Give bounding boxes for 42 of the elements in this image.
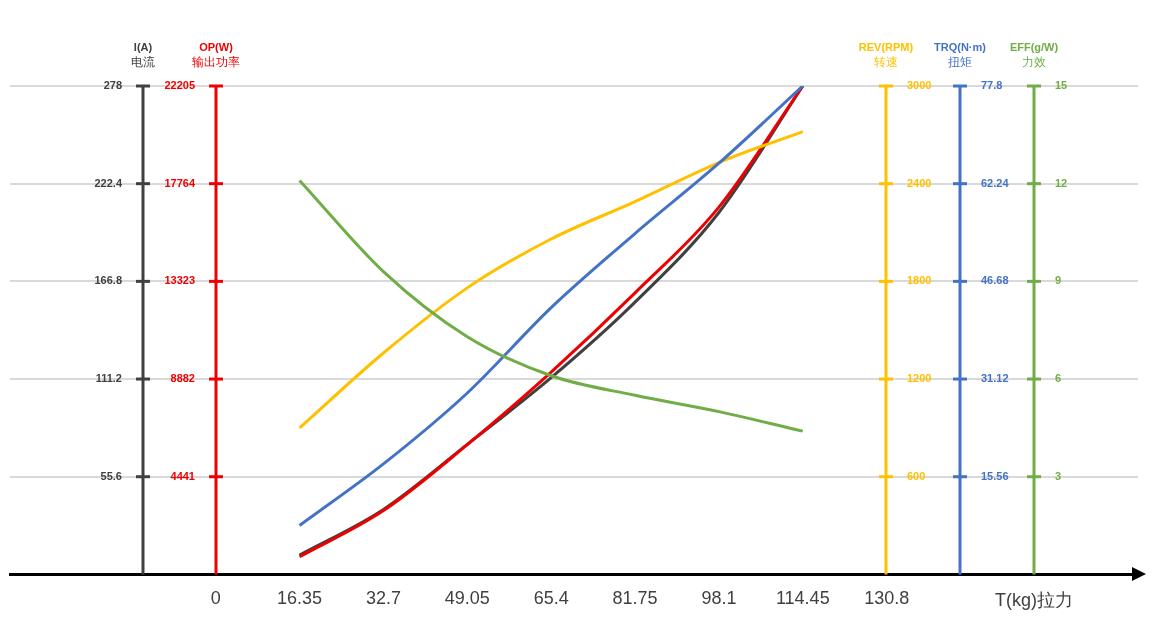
y-axis-title: I(A) 电流 [131,41,155,70]
y2-tick-label: 22205 [164,79,195,92]
line-series [298,130,805,430]
y-tick-label: 15.56 [981,469,1009,482]
y2-tick-label: 8882 [170,372,195,385]
x-tick-label: 0 [210,588,221,609]
y2-tick-label: 9 [1055,274,1062,287]
y3-tick-label: 1200 [907,372,932,385]
y-tick-label: 166.8 [94,274,122,287]
y-tick-label: 46.68 [981,274,1009,287]
y3-axis-title: REV(RPM) 转速 [858,41,914,70]
y3-tick-label: 600 [907,469,926,482]
y2-tick-label: 17764 [164,176,196,189]
x-tick-label: 114.45 [775,588,830,609]
y2-tick-label: 6 [1055,372,1062,385]
y-tick-label: 77.8 [981,79,1003,92]
y3-tick-label: 1800 [907,274,932,287]
x-tick-label: 81.75 [612,588,658,609]
y2-tick-label: 15 [1055,79,1068,92]
y-tick-label: 62.24 [981,176,1010,189]
y2-tick-label: 13323 [164,274,195,287]
y2-tick-label: 12 [1055,176,1068,189]
x-axis-title: T(kg)拉力 [995,590,1073,611]
x-tick-label: 16.35 [277,588,323,609]
y-tick-label: 31.12 [981,372,1009,385]
y2-tick-label: 3 [1055,469,1062,482]
y-axis-title: TRQ(N·m) 扭矩 [934,41,987,70]
x-tick-label: 98.1 [701,588,737,609]
line-series [298,178,805,433]
x-tick-label: 130.8 [864,588,910,609]
y-tick-label: 111.2 [95,372,122,385]
x-tick-label: 49.05 [444,588,490,609]
x-tick-label: 32.7 [365,588,401,609]
y-tick-label: 222.4 [94,176,123,189]
y3-tick-label: 2400 [907,176,932,189]
y2-tick-label: 4441 [170,469,195,482]
y-tick-label: 55.6 [100,469,122,482]
y2-axis-title: EFF(g/W) 力效 [1009,41,1059,70]
y-tick-label: 278 [103,79,122,92]
y3-tick-label: 3000 [907,79,932,92]
x-tick-label: 65.4 [533,588,569,609]
y2-axis-title: OP(W) 输出功率 [192,41,240,70]
